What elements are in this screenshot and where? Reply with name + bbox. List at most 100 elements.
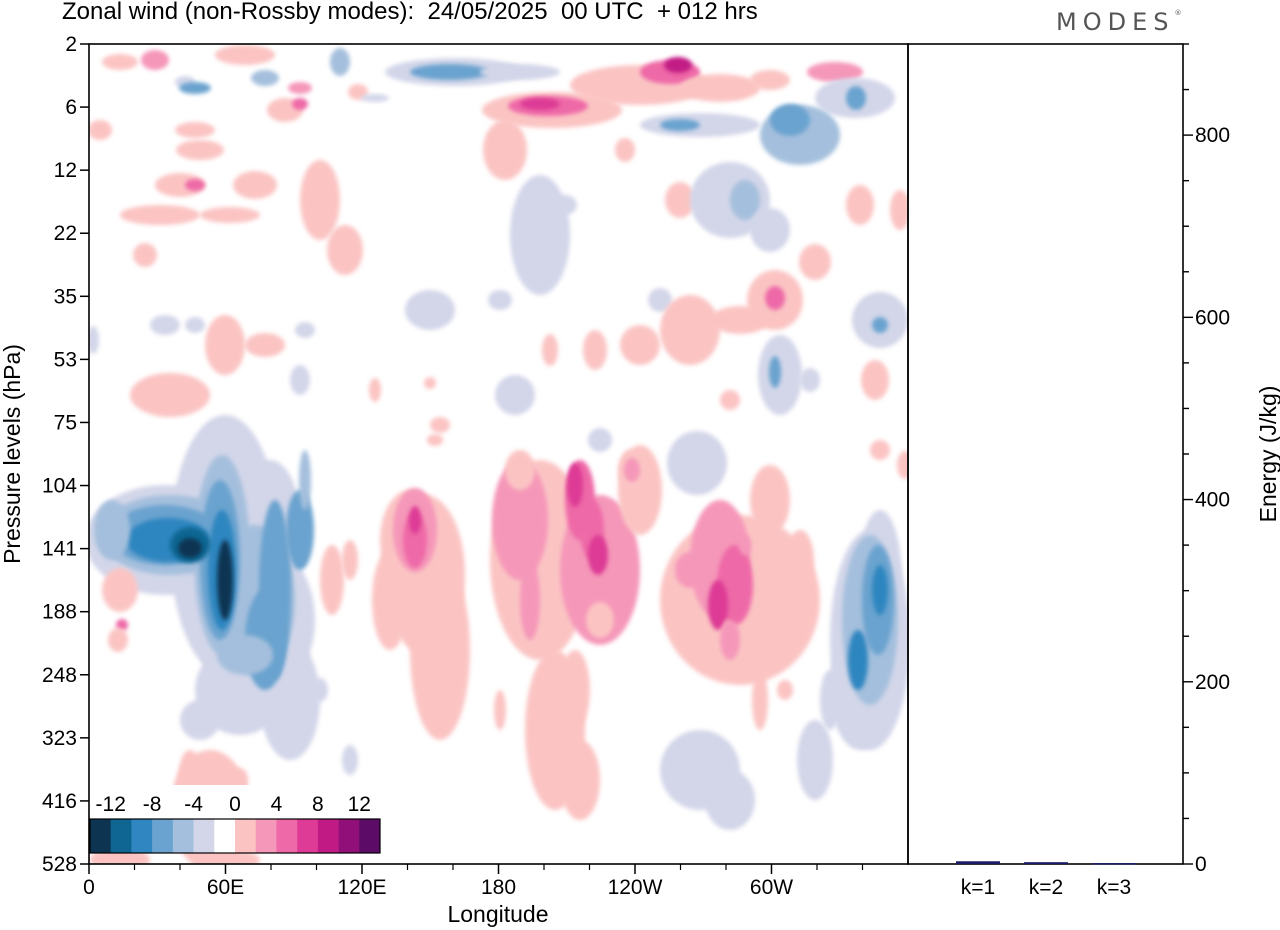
contour-patch [567, 463, 583, 507]
contour-patch [427, 434, 443, 446]
y-tick-label: 22 [54, 222, 77, 245]
colorbar-swatch [152, 819, 174, 853]
axes: 0 60E 120E 180 120W 60W 2 6 12 22 35 53 75 104 141 188 2… [42, 33, 1230, 899]
contour-patch [410, 560, 470, 740]
contour-patch [483, 120, 527, 180]
x-tick-label: 60W [750, 876, 793, 899]
contour-patch [520, 560, 540, 640]
contour-patch [185, 179, 205, 191]
x-tick-label: 0 [83, 876, 95, 899]
y-tick-label: 2 [65, 33, 77, 56]
contour-patch [185, 317, 205, 333]
colorbar-swatch [110, 819, 132, 853]
contour-patch [312, 678, 328, 702]
y-tick-label: 248 [42, 664, 77, 687]
contour-patch [286, 490, 314, 570]
contour-patch [180, 700, 220, 740]
contour-patch [765, 286, 785, 310]
contour-patch [155, 173, 205, 197]
contour-patch [680, 74, 760, 102]
contour-patch [675, 552, 705, 588]
contour-patch [175, 122, 215, 138]
contour-patch [89, 326, 99, 354]
energy-bars: k=1 k=2 k=3 [956, 861, 1136, 899]
energy-tick-label: 0 [1195, 853, 1207, 876]
colorbar-swatch [172, 819, 194, 853]
contour-patch [820, 670, 840, 730]
contour-patch [660, 119, 700, 131]
contour-patch [259, 500, 291, 680]
contour-patch [750, 465, 790, 535]
colorbar-swatch [193, 819, 215, 853]
contour-patch [648, 288, 672, 312]
wind-field [89, 45, 908, 864]
contour-patch [624, 458, 640, 482]
contour-patch [217, 635, 273, 675]
colorbar-swatch [214, 819, 236, 853]
colorbar-label: 12 [348, 793, 371, 816]
energy-plot-frame [907, 43, 1184, 865]
contour-patch [342, 540, 358, 580]
brand-logo: MODES® [1056, 8, 1181, 36]
contour-patch [292, 98, 308, 110]
contour-patch [492, 460, 548, 580]
contour-patch [102, 54, 138, 70]
contour-patch [150, 315, 180, 335]
colorbar-label: 8 [312, 793, 324, 816]
contour-patch [320, 545, 344, 615]
contour-patch [618, 445, 662, 535]
contour-patch [797, 720, 833, 800]
contour-patch [861, 360, 889, 400]
contour-patch [361, 94, 389, 102]
contour-patch [664, 57, 692, 73]
contour-patch [799, 244, 831, 280]
contour-patch [560, 740, 600, 820]
colorbar: -12 -8 -4 0 4 8 12 [89, 785, 381, 854]
colorbar-label: -4 [184, 793, 203, 816]
x-tick-label: 120E [337, 876, 386, 899]
colorbar-label: 0 [229, 793, 241, 816]
energy-tick-label: 200 [1195, 671, 1230, 694]
contour-patch [620, 325, 660, 365]
colorbar-frame [89, 818, 381, 854]
contour-patch [770, 104, 810, 136]
y-tick-label: 323 [42, 727, 77, 750]
contour-patch [130, 373, 210, 417]
contour-patch [430, 417, 450, 433]
contour-patch [615, 138, 635, 162]
colorbar-label: 4 [271, 793, 283, 816]
contour-patch [553, 195, 577, 215]
contour-patch [178, 538, 202, 558]
contour-patch [179, 82, 211, 94]
contour-patch [342, 745, 358, 775]
energy-tick-label: 800 [1195, 124, 1230, 147]
chart-title: Zonal wind (non-Rossby modes): 24/05/202… [62, 0, 758, 25]
contour-patch [660, 295, 720, 365]
contour-patch [205, 315, 245, 375]
contour-patch [233, 171, 277, 199]
y-tick-label: 6 [65, 96, 77, 119]
contour-patch [251, 70, 279, 86]
brand-name: MODES [1056, 8, 1175, 36]
contour-patch [217, 540, 233, 620]
contour-patch [494, 690, 506, 730]
contour-patch [299, 450, 311, 510]
contour-patch [369, 378, 381, 402]
contour-patch [510, 175, 570, 295]
y-tick-label: 35 [54, 285, 77, 308]
x-tick-label: 60E [207, 876, 244, 899]
contour-patch [116, 619, 128, 631]
y-tick-label: 528 [42, 853, 77, 876]
contour-patch [870, 440, 890, 460]
contour-patch [786, 530, 814, 590]
contour-patch [769, 356, 781, 388]
contour-patch [330, 48, 350, 76]
contour-patch [405, 290, 455, 330]
y-tick-label: 53 [54, 348, 77, 371]
energy-bar-label: k=3 [1097, 876, 1131, 899]
contour-patch [200, 207, 260, 223]
contour-patch [890, 190, 908, 230]
contour-patch [245, 333, 285, 357]
contour-patch [89, 120, 112, 140]
contour-patch [750, 208, 790, 252]
